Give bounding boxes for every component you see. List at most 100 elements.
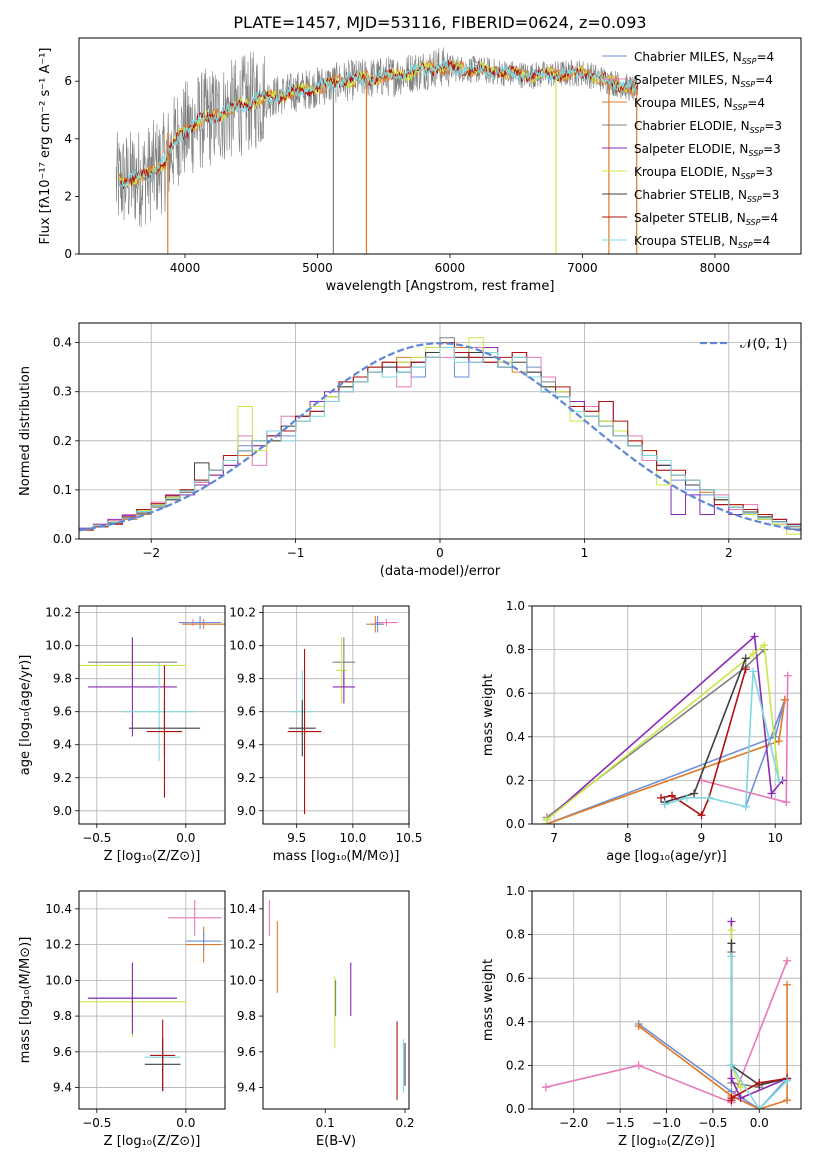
legend-label: Salpeter STELIB, NSSP=4 [634,211,778,227]
legend-label-text: Kroupa STELIB, N [634,234,738,248]
weight-marker [741,654,750,663]
legend-label-value: =4 [756,50,774,64]
y-tick-label: 10.0 [45,973,72,987]
y-tick-label: 10.4 [45,902,72,916]
x-axis-label: Z [log₁₀(Z/Z⊙)] [104,1134,201,1149]
y-tick-label: 0.0 [506,817,525,831]
legend-label-subscript: SSP [748,149,763,158]
x-axis-label: Z [log₁₀(Z/Z⊙)] [104,849,201,864]
weight-marker [783,1096,792,1105]
plot-area [79,323,801,539]
axes-frame [531,890,802,1110]
legend-label-value: =3 [764,119,782,133]
weight-marker [660,800,669,809]
x-tick-label: −1.5 [606,1116,635,1130]
legend-label: Salpeter ELODIE, NSSP=3 [634,142,781,158]
y-tick-label: 6 [64,74,72,88]
panel-age_vs_Z: −0.5 0.0 9.0 9.2 9.4 9.6 9.8 10.0 10.2 Z [log₁₀(Z… [18,605,226,864]
legend-label-value: =3 [755,165,773,179]
y-axis-label: age [log₁₀(age/yr)] [18,655,33,776]
legend-label-text: Kroupa ELODIE, N [634,165,741,179]
x-tick-label: −0.5 [698,1116,727,1130]
x-tick-label: 7000 [567,261,598,275]
y-tick-label: 9.6 [53,1045,72,1059]
x-tick-label: 10 [768,831,783,845]
y-tick-label: 9.8 [237,672,256,686]
panel-mass_vs_Z: −0.5 0.0 9.4 9.6 9.8 10.0 10.2 10.4 Z [log₁₀(Z/Z… [18,890,226,1149]
y-tick-label: 9.2 [53,771,72,785]
legend-label-value: =4 [760,211,778,225]
weight-marker [542,815,551,824]
weight-marker [541,1083,550,1092]
legend-label-text: Chabrier STELIB, N [634,188,747,202]
legend-label-subscript: SSP [750,126,765,135]
y-tick-label: 0.0 [506,1102,525,1116]
x-tick-label: −1.0 [652,1116,681,1130]
chart-panels: 4000 5000 6000 7000 8000 0 2 4 6 wavelength [Angs… [18,37,802,1149]
weight-marker [682,793,691,802]
weight-marker [780,695,789,704]
weight-marker [690,789,699,798]
y-tick-label: 9.4 [237,1081,256,1095]
weight-marker [741,802,750,811]
weight-line [664,671,780,808]
legend-label-value: =4 [753,234,771,248]
y-tick-label: 0.8 [506,928,525,942]
legend-label: Chabrier MILES, NSSP=4 [634,50,774,66]
weight-marker [704,793,713,802]
y-tick-label: 9.0 [53,804,72,818]
panel-residuals: −2 −1 0 1 2 0.0 0.1 0.2 0.3 0.4 (data-model)/error… [18,322,802,579]
legend-label-value: =4 [755,73,773,87]
x-tick-label: 5000 [302,261,333,275]
weight-marker [634,1022,643,1031]
plot-area [268,899,406,1101]
y-tick-label: 0.2 [53,434,72,448]
weight-marker [782,798,791,807]
y-tick-label: 10.2 [229,606,256,620]
y-tick-label: 9.4 [237,738,256,752]
x-tick-label: 0.2 [395,1116,414,1130]
weight-marker [656,793,665,802]
x-axis-label: wavelength [Angstrom, rest frame] [326,279,555,294]
weight-marker [727,939,736,948]
legend-label: Salpeter MILES, NSSP=4 [634,73,773,89]
weight-marker [727,1074,736,1083]
x-axis-label: Z [log₁₀(Z/Z⊙)] [618,1134,715,1149]
y-tick-label: 10.2 [229,938,256,952]
weight-marker [668,791,677,800]
x-tick-label: 6000 [435,261,466,275]
x-tick-label: 9 [698,831,706,845]
weight-marker [727,952,736,961]
plot-area [79,891,225,1109]
y-tick-label: 9.2 [237,771,256,785]
weight-marker [783,1076,792,1085]
x-tick-label: 7 [550,831,558,845]
weight-line [546,699,786,824]
legend-label-value: =3 [763,142,781,156]
weight-marker [774,737,783,746]
weight-marker [697,811,706,820]
x-tick-label: 8 [624,831,632,845]
y-tick-label: 0.3 [53,385,72,399]
y-tick-label: 9.0 [237,804,256,818]
axes-frame [78,37,802,255]
legend-label: Kroupa ELODIE, NSSP=3 [634,165,773,181]
y-tick-label: 0.1 [53,483,72,497]
y-tick-label: 10.2 [45,938,72,952]
y-tick-label: 9.6 [53,705,72,719]
axes-frame [78,890,226,1110]
y-axis-label: mass weight [481,959,496,1041]
weight-marker [727,917,736,926]
y-tick-label: 9.8 [53,672,72,686]
y-axis-label: Flux [fλ10⁻¹⁷ erg cm⁻² s⁻¹ A⁻¹] [38,48,53,245]
x-tick-label: −0.5 [82,831,111,845]
x-tick-label: 0.0 [176,831,195,845]
weight-marker [774,776,783,785]
legend-label-text: Chabrier MILES, N [634,50,742,64]
gaussian-curve [79,342,801,532]
y-tick-label: 10.0 [229,639,256,653]
y-tick-label: 4 [64,132,72,146]
y-tick-label: 9.4 [53,1081,72,1095]
